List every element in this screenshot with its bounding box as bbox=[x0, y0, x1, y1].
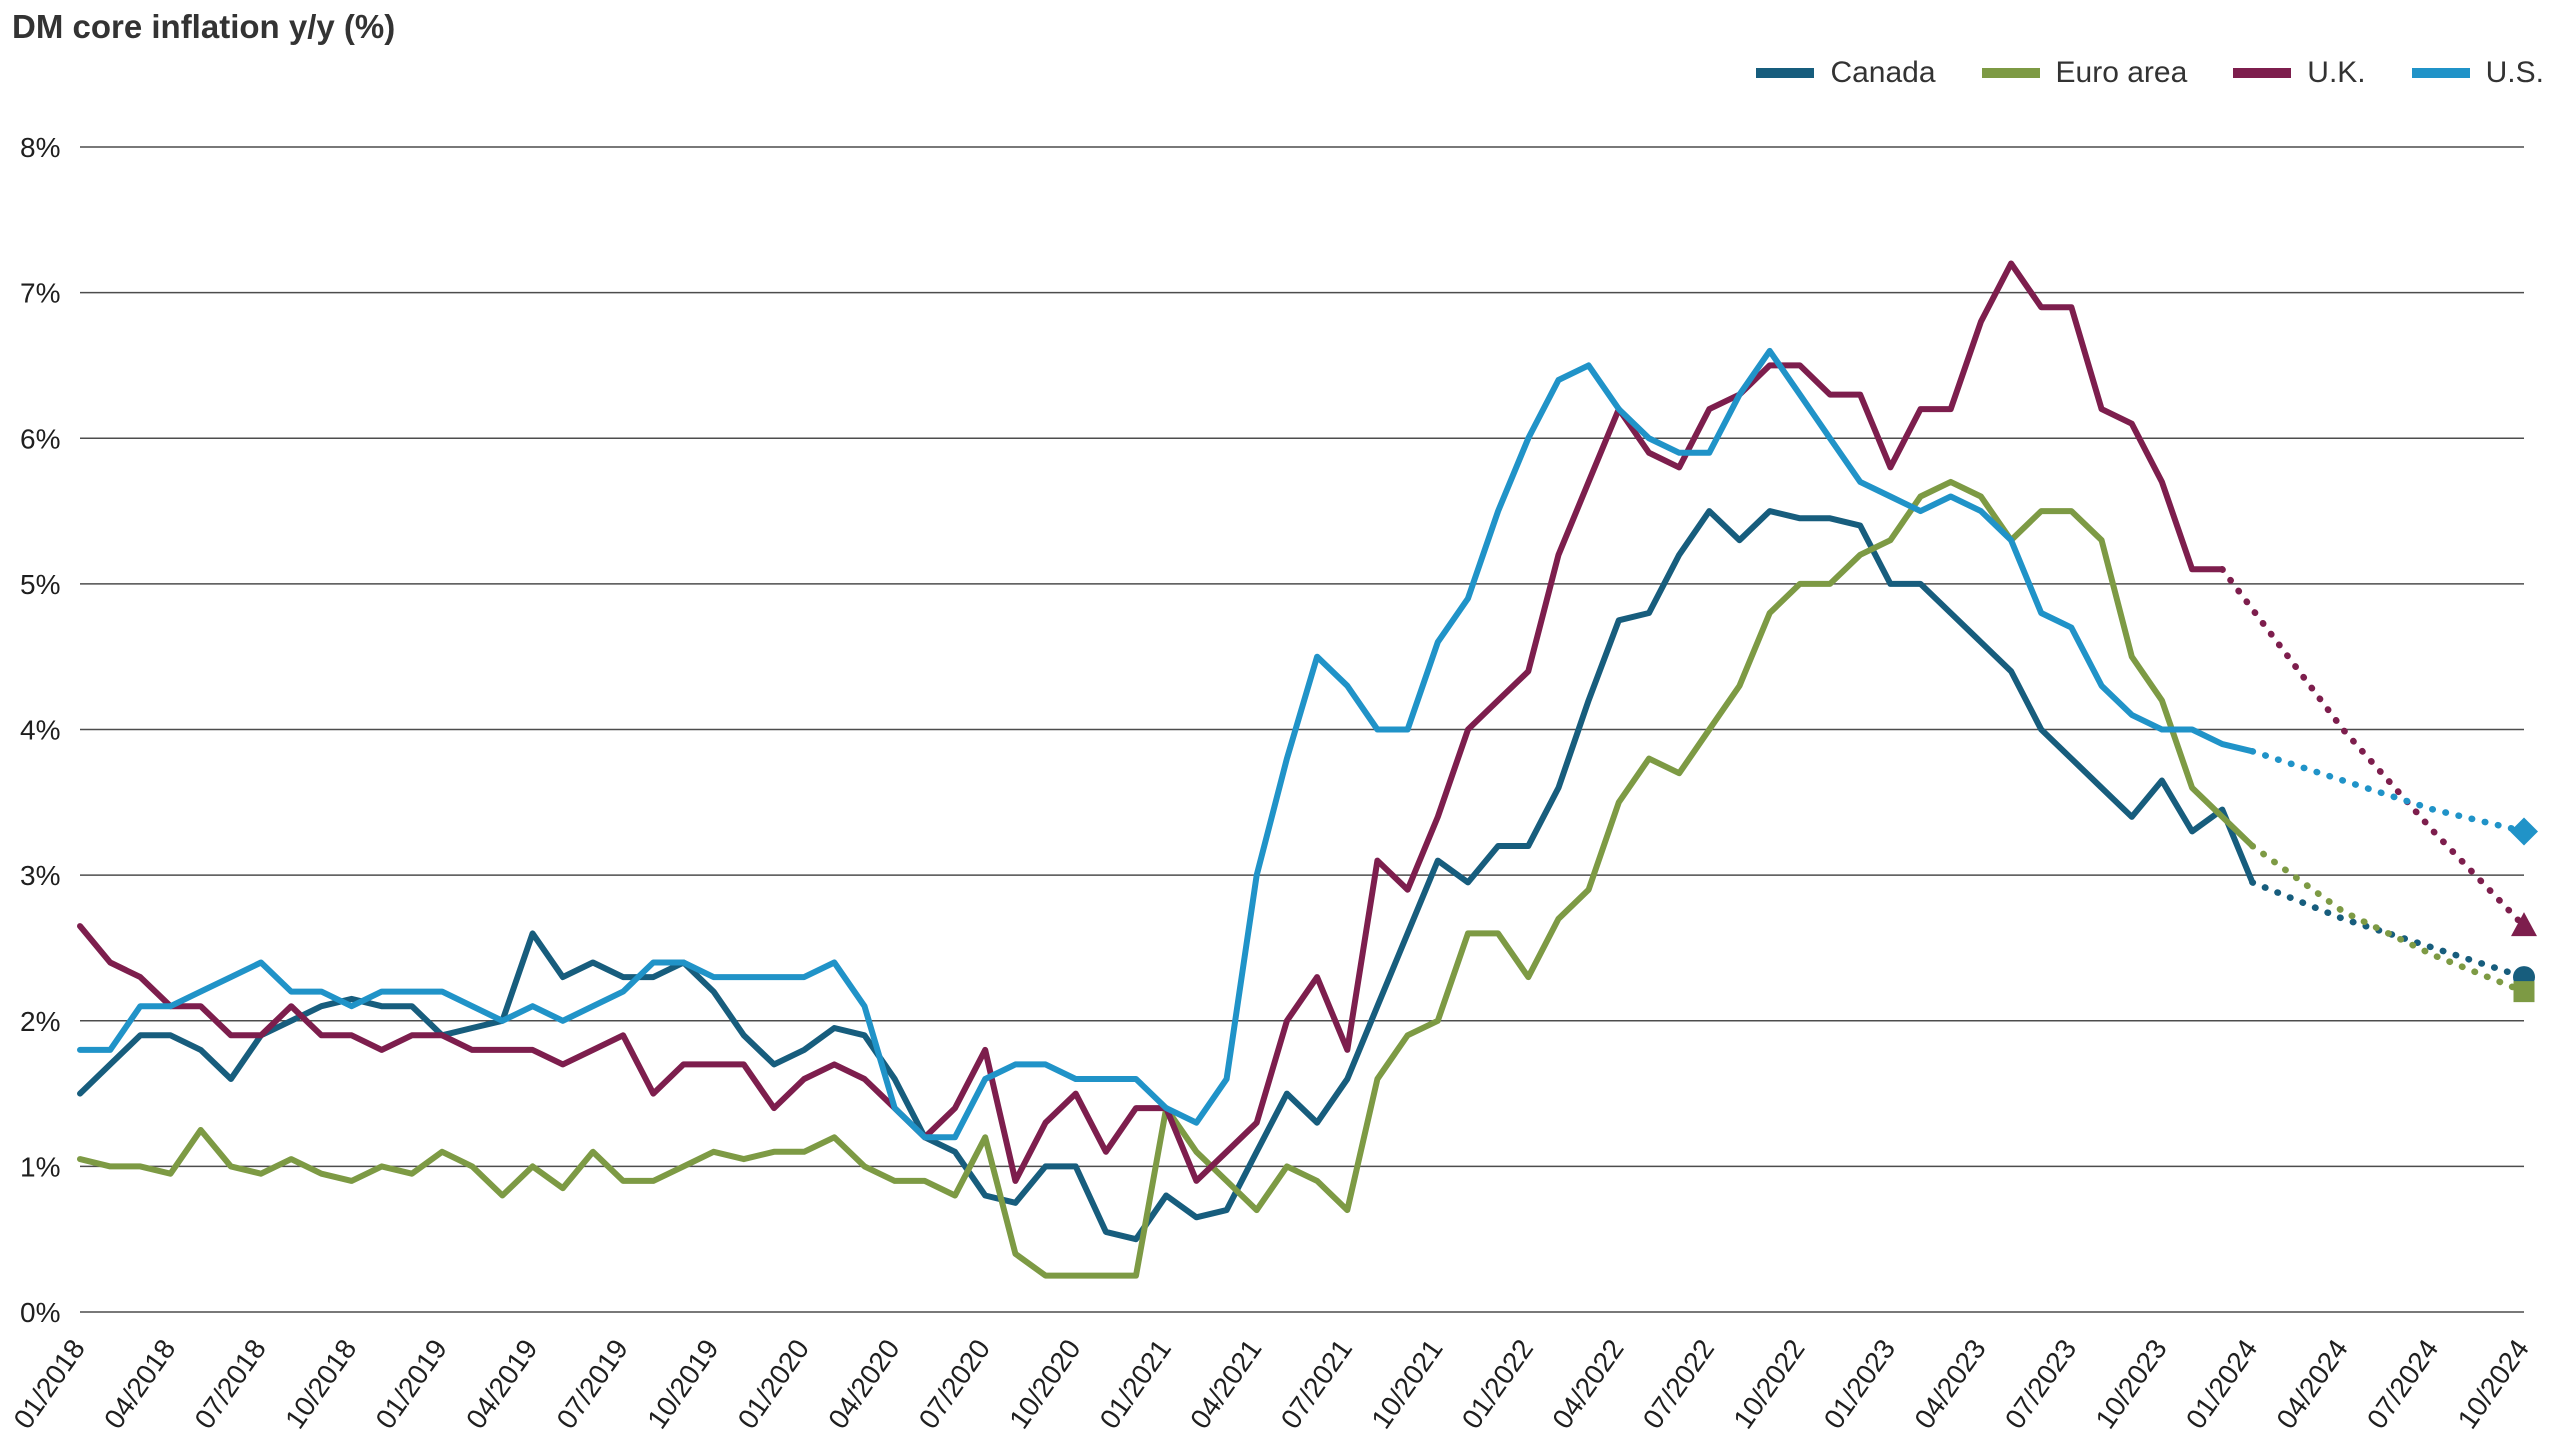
legend-item-uk: U.K. bbox=[2233, 56, 2366, 90]
y-axis-tick-label: 1% bbox=[20, 1151, 60, 1182]
x-axis-tick-label: 07/2019 bbox=[551, 1334, 634, 1435]
legend-swatch-us-icon bbox=[2411, 68, 2470, 78]
legend-item-canada: Canada bbox=[1756, 56, 1936, 90]
x-axis-tick-label: 01/2020 bbox=[732, 1334, 815, 1435]
x-axis-tick-label: 10/2024 bbox=[2451, 1334, 2534, 1435]
x-axis-tick-label: 07/2023 bbox=[1999, 1334, 2082, 1435]
x-axis-tick-label: 10/2021 bbox=[1365, 1334, 1448, 1435]
x-axis-tick-label: 07/2020 bbox=[913, 1334, 996, 1435]
y-axis-tick-label: 7% bbox=[20, 278, 60, 309]
y-axis-tick-label: 5% bbox=[20, 569, 60, 600]
x-axis-tick-label: 07/2022 bbox=[1637, 1334, 1720, 1435]
legend-label-euro-area: Euro area bbox=[2055, 56, 2188, 89]
end-marker-us-diamond-icon bbox=[2510, 817, 2538, 846]
legend-swatch-uk-icon bbox=[2233, 68, 2292, 78]
y-axis-tick-label: 8% bbox=[20, 132, 60, 163]
x-axis-tick-label: 01/2024 bbox=[2180, 1334, 2263, 1435]
x-axis-tick-label: 10/2022 bbox=[1727, 1334, 1810, 1435]
x-axis-tick-label: 01/2021 bbox=[1094, 1334, 1177, 1435]
series-forecast-line-uk bbox=[2219, 566, 2528, 930]
x-axis-tick-label: 07/2021 bbox=[1275, 1334, 1358, 1435]
series-forecast-line-euro-area bbox=[2249, 842, 2528, 995]
y-axis-tick-label: 2% bbox=[20, 1006, 60, 1037]
series-forecast-line-us bbox=[2249, 748, 2528, 835]
x-axis-tick-label: 10/2023 bbox=[2089, 1334, 2172, 1435]
legend-item-euro-area: Euro area bbox=[1981, 56, 2188, 90]
legend-swatch-euro-area-icon bbox=[1981, 68, 2040, 78]
x-axis-tick-label: 04/2021 bbox=[1184, 1334, 1267, 1435]
y-axis-tick-label: 3% bbox=[20, 860, 60, 891]
x-axis-tick-label: 04/2023 bbox=[1908, 1334, 1991, 1435]
legend: Canada Euro area U.K. U.S. bbox=[1756, 56, 2544, 90]
y-axis-tick-label: 6% bbox=[20, 423, 60, 454]
series-line-us bbox=[77, 347, 2256, 1141]
series-line-uk bbox=[77, 260, 2226, 1184]
x-axis-tick-label: 04/2018 bbox=[98, 1334, 181, 1435]
legend-item-us: U.S. bbox=[2411, 56, 2544, 90]
x-axis-tick-label: 10/2020 bbox=[1003, 1334, 1086, 1435]
x-axis-tick-label: 04/2020 bbox=[822, 1334, 905, 1435]
x-axis-tick-label: 01/2022 bbox=[1456, 1334, 1539, 1435]
series-line-euro-area bbox=[77, 478, 2256, 1279]
legend-swatch-canada-icon bbox=[1756, 68, 1815, 78]
end-marker-euro-area-square-icon bbox=[2513, 981, 2535, 1003]
y-axis-tick-label: 0% bbox=[20, 1297, 60, 1328]
x-axis-tick-label: 10/2018 bbox=[279, 1334, 362, 1435]
chart-title: DM core inflation y/y (%) bbox=[12, 8, 396, 45]
legend-label-uk: U.K. bbox=[2307, 56, 2366, 89]
x-axis-tick-label: 04/2024 bbox=[2270, 1334, 2353, 1435]
series-forecast-line-canada bbox=[2249, 879, 2528, 981]
x-axis-tick-label: 04/2019 bbox=[460, 1334, 543, 1435]
legend-label-canada: Canada bbox=[1830, 56, 1936, 89]
x-axis-tick-label: 01/2018 bbox=[7, 1334, 90, 1435]
x-axis-tick-label: 10/2019 bbox=[641, 1334, 724, 1435]
x-axis-tick-label: 07/2018 bbox=[189, 1334, 272, 1435]
end-marker-uk-triangle-icon bbox=[2511, 912, 2537, 937]
y-axis-tick-label: 4% bbox=[20, 715, 60, 746]
x-axis-tick-label: 01/2023 bbox=[1818, 1334, 1901, 1435]
x-axis-tick-label: 04/2022 bbox=[1546, 1334, 1629, 1435]
x-axis-tick-label: 07/2024 bbox=[2361, 1334, 2444, 1435]
x-axis-tick-label: 01/2019 bbox=[370, 1334, 453, 1435]
legend-label-us: U.S. bbox=[2485, 56, 2544, 89]
